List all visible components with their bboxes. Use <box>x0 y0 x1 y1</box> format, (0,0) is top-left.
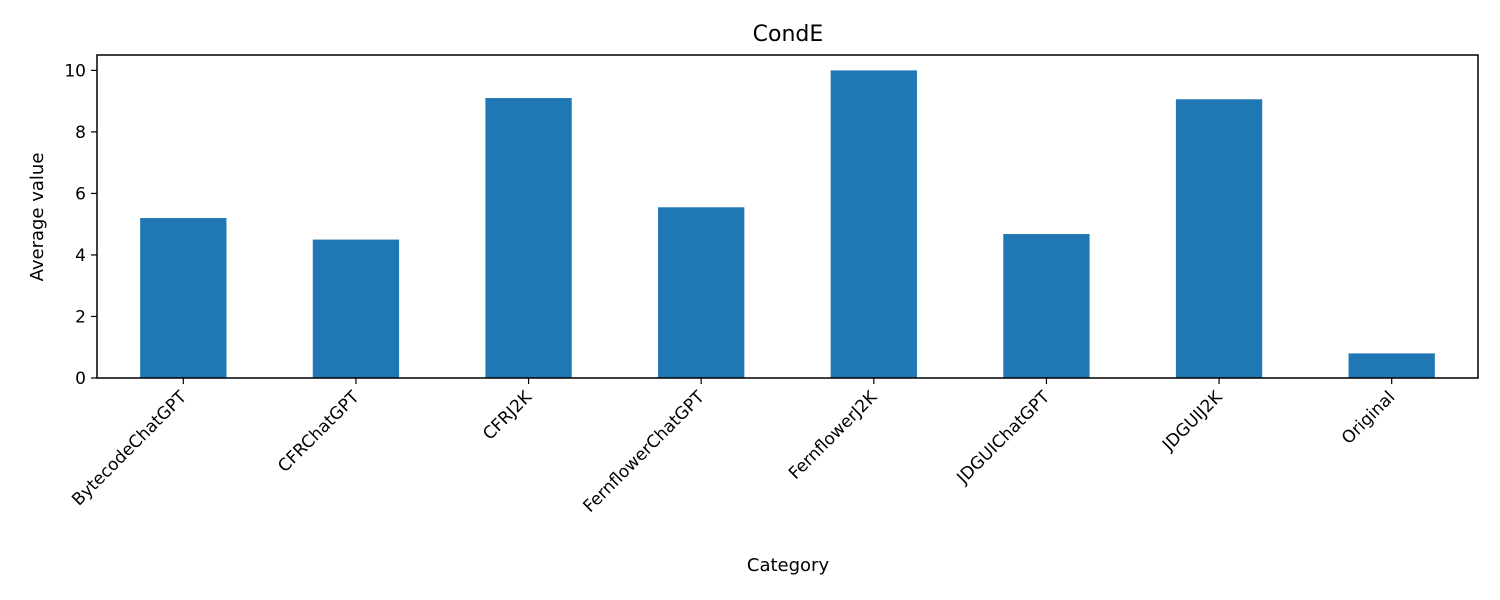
y-tick-label: 6 <box>75 184 86 204</box>
y-tick-label: 8 <box>75 123 86 143</box>
x-tick-label: Original <box>1338 387 1399 448</box>
bar <box>140 218 227 378</box>
x-tick-label: JDGUIChatGPT <box>953 387 1055 489</box>
x-tick-label: CFRJ2K <box>479 387 536 444</box>
y-axis-title: Average value <box>27 153 48 282</box>
y-tick-label: 4 <box>75 246 86 266</box>
x-axis: BytecodeChatGPT CFRChatGPT CFRJ2K Fernflowe… <box>68 378 1399 517</box>
y-tick-label: 0 <box>75 369 86 389</box>
bar <box>485 98 572 379</box>
bar <box>1175 99 1263 378</box>
chart-title: CondE <box>753 22 824 47</box>
bar <box>830 70 917 378</box>
x-tick-label: FernflowerChatGPT <box>579 387 709 517</box>
y-tick-label: 2 <box>75 307 86 327</box>
y-tick-label: 10 <box>64 61 86 81</box>
bar <box>312 239 400 378</box>
x-tick-label: FernflowerJ2K <box>785 387 882 484</box>
y-axis: 0 2 4 6 8 10 <box>64 61 97 389</box>
x-tick-label: JDGUIJ2K <box>1158 387 1227 456</box>
bar <box>1003 234 1090 378</box>
x-tick-label: CFRChatGPT <box>274 387 364 477</box>
bar <box>1348 353 1435 378</box>
bars-group <box>140 70 1435 379</box>
x-axis-title: Category <box>747 555 830 576</box>
plot-frame <box>96 54 1479 379</box>
x-tick-label: BytecodeChatGPT <box>68 387 191 510</box>
bar <box>658 207 745 378</box>
